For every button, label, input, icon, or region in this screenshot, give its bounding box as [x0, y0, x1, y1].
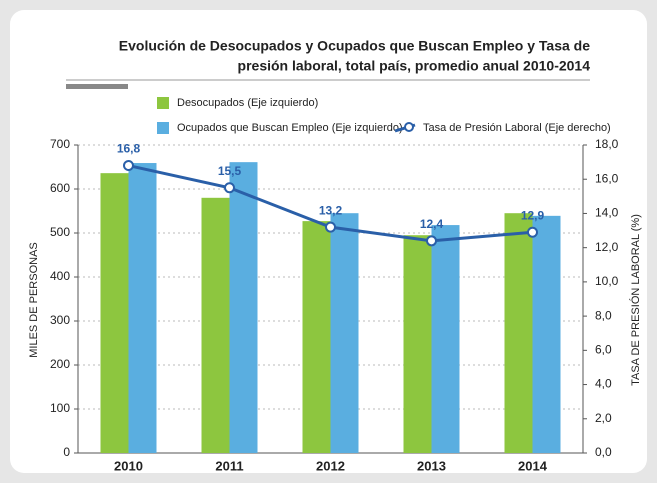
data-label: 12,9 [521, 208, 545, 222]
data-label: 13,2 [319, 203, 343, 217]
y2-tick-label: 16,0 [595, 171, 619, 185]
legend-swatch [157, 97, 169, 109]
data-label: 12,4 [420, 217, 444, 231]
bar [532, 215, 561, 453]
bar [201, 197, 230, 453]
y-tick-label: 0 [63, 445, 70, 459]
y-tick-label: 100 [50, 401, 70, 415]
bar [330, 213, 359, 453]
y-tick-label: 600 [50, 181, 70, 195]
y2-tick-label: 8,0 [595, 308, 612, 322]
legend-marker [404, 122, 414, 132]
legend-label: Ocupados que Buscan Empleo (Eje izquierd… [177, 122, 403, 134]
legend-label: Desocupados (Eje izquierdo) [177, 97, 318, 109]
x-tick-label: 2014 [518, 458, 548, 473]
point [426, 235, 437, 247]
title-accent [66, 84, 128, 89]
y2-tick-label: 12,0 [595, 240, 619, 254]
data-label: 15,5 [218, 164, 242, 178]
chart-title: presión laboral, total país, promedio an… [238, 58, 591, 74]
point [527, 226, 538, 238]
y2-tick-label: 2,0 [595, 411, 612, 425]
bar [229, 162, 258, 453]
x-tick-label: 2010 [114, 458, 143, 473]
legend-label: Tasa de Presión Laboral (Eje derecho) [423, 122, 611, 134]
point [123, 160, 134, 172]
bar [504, 213, 533, 453]
y2-tick-label: 0,0 [595, 445, 612, 459]
x-tick-label: 2011 [215, 458, 243, 473]
y-tick-label: 200 [50, 357, 70, 371]
y-tick-label: 400 [50, 269, 70, 283]
x-tick-label: 2013 [417, 458, 446, 473]
bar [403, 235, 432, 453]
x-tick-label: 2012 [316, 458, 345, 473]
chart-title: Evolución de Desocupados y Ocupados que … [119, 38, 590, 54]
y-tick-label: 500 [50, 225, 70, 239]
point [224, 182, 235, 194]
bar [100, 173, 129, 453]
y-tick-label: 300 [50, 313, 70, 327]
bar [431, 225, 460, 453]
y2-tick-label: 6,0 [595, 343, 612, 357]
y2-tick-label: 14,0 [595, 206, 619, 220]
point [325, 221, 336, 233]
y-tick-label: 700 [50, 137, 70, 151]
bar [128, 163, 157, 454]
y-axis-label: MILES DE PERSONAS [28, 242, 40, 358]
y2-axis-label: TASA DE PRESIÓN LABORAL (%) [629, 214, 642, 386]
bar [302, 221, 331, 453]
legend-swatch [157, 122, 169, 134]
y2-tick-label: 10,0 [595, 274, 619, 288]
y2-tick-label: 18,0 [595, 137, 619, 151]
y2-tick-label: 4,0 [595, 377, 612, 391]
data-label: 16,8 [117, 142, 141, 156]
